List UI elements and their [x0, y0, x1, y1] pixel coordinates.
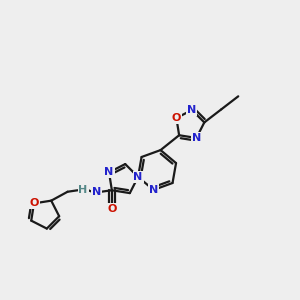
Text: O: O	[107, 204, 117, 214]
Text: N: N	[192, 133, 201, 143]
Text: N: N	[104, 167, 114, 177]
Text: O: O	[29, 198, 39, 208]
Text: N: N	[149, 185, 158, 195]
Text: H: H	[78, 185, 88, 195]
Text: O: O	[172, 113, 181, 123]
Text: N: N	[92, 187, 101, 197]
Text: N: N	[134, 172, 143, 182]
Text: N: N	[187, 105, 196, 115]
